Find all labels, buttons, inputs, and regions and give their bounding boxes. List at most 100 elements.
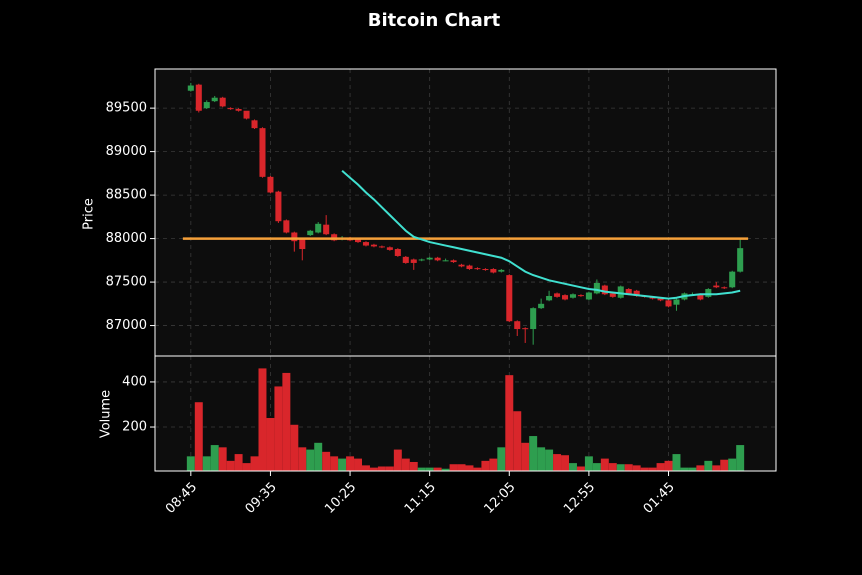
volume-bar (481, 460, 490, 471)
volume-bar (194, 402, 203, 471)
candle-body (442, 260, 449, 262)
volume-bar (505, 375, 514, 471)
volume-bar (210, 445, 219, 471)
volume-bar (354, 458, 362, 471)
candle-body (283, 220, 290, 233)
volume-bar (202, 456, 211, 471)
volume-bar (600, 458, 609, 471)
candle-body (386, 247, 393, 250)
candle-body (490, 269, 497, 273)
candle-body (729, 271, 736, 288)
volume-bar (473, 467, 482, 471)
candle-body (705, 289, 712, 297)
candle-body (418, 259, 425, 261)
candle-body (546, 295, 553, 301)
volume-bar (385, 466, 394, 471)
candle-body (402, 256, 409, 263)
volume-bar (680, 467, 689, 471)
volume-bar (728, 458, 737, 471)
candle-body (331, 234, 338, 241)
candle-body (315, 223, 322, 233)
candle-body (657, 298, 664, 301)
candle-body (585, 292, 592, 300)
volume-bar (393, 449, 402, 471)
candle-body (514, 321, 521, 330)
volume-bar (561, 455, 569, 471)
candle-body (617, 286, 624, 298)
volume-bar (584, 456, 593, 471)
volume-bar (624, 464, 633, 471)
volume-bar (306, 449, 315, 471)
volume-bar (489, 458, 498, 471)
candle-body (307, 230, 314, 236)
candle-body (569, 294, 577, 298)
volume-bar (314, 442, 323, 471)
volume-frame (154, 355, 777, 472)
volume-bar (529, 436, 538, 471)
y-tick-label: 89000 (106, 144, 147, 159)
volume-bar (521, 442, 530, 471)
volume-bar (290, 424, 299, 471)
volume-bar (258, 368, 267, 471)
volume-bar (672, 454, 681, 471)
volume-bar (465, 465, 474, 471)
volume-bar (608, 463, 617, 471)
volume-bar (441, 468, 450, 471)
candle-body (458, 264, 465, 267)
volume-bar (704, 460, 713, 471)
candle-body (251, 120, 258, 129)
volume-bar (736, 445, 745, 471)
candle-body (601, 285, 608, 295)
volume-bar (417, 467, 426, 471)
volume-bar (346, 456, 355, 471)
candle-body (530, 308, 537, 330)
candle-body (482, 269, 489, 271)
volume-bar (242, 463, 251, 471)
candle-body (673, 299, 680, 305)
volume-bar (449, 464, 458, 471)
volume-bar (234, 454, 243, 471)
candle-body (466, 265, 473, 270)
candle-body (593, 282, 600, 294)
y-tick-label: 88500 (106, 188, 147, 203)
volume-bar (250, 456, 259, 471)
candle-body (554, 293, 561, 297)
volume-bar (369, 467, 378, 471)
candle-body (211, 97, 218, 102)
moving-average-line (341, 170, 741, 300)
candle-body (235, 109, 242, 111)
candle-body (291, 232, 298, 242)
volume-bar (433, 467, 442, 471)
y-axis-label: Price (82, 198, 97, 230)
volume-bar (298, 447, 307, 471)
volume-bar (401, 458, 410, 471)
candle-body (275, 191, 282, 222)
volume-bar (457, 464, 466, 471)
candle-body (243, 110, 250, 119)
volume-bar (640, 467, 649, 471)
volume-bar (497, 447, 506, 471)
candle-body (323, 224, 330, 235)
candle-body (394, 249, 401, 256)
candle-body (721, 287, 728, 289)
candle-body (538, 303, 545, 309)
volume-bar (338, 458, 347, 471)
candle-body (203, 102, 210, 109)
candle-body (561, 295, 569, 300)
price-panel (155, 69, 776, 356)
volume-bar (425, 467, 434, 471)
y-tick-label: 87000 (106, 318, 147, 333)
volume-bar (409, 461, 418, 471)
volume-bar (274, 386, 283, 471)
candle-body (609, 293, 616, 297)
candle-body (474, 268, 481, 270)
candle-body (227, 108, 234, 110)
volume-bar (696, 465, 705, 471)
candle-body (410, 259, 417, 263)
candle-body (506, 275, 513, 322)
candle-body (354, 239, 362, 243)
volume-bar (362, 465, 370, 471)
volume-tick-label: 200 (122, 420, 147, 435)
volume-bar (537, 447, 546, 471)
volume-panel (155, 356, 776, 471)
